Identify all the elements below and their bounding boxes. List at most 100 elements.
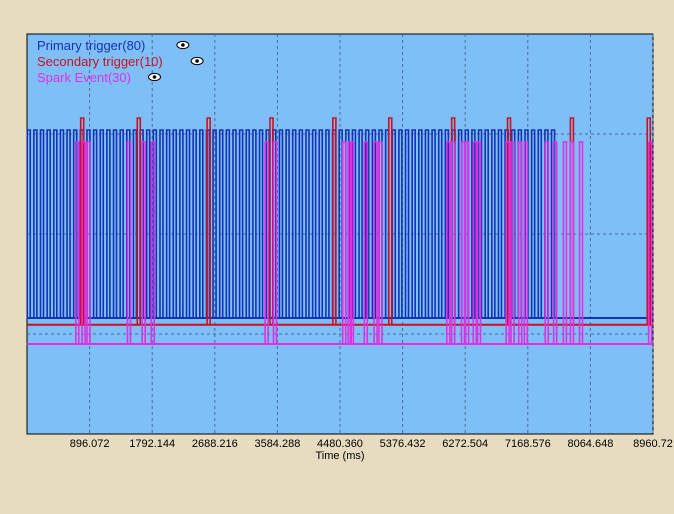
series-0-pulse xyxy=(185,129,191,318)
series-0-pulse xyxy=(404,129,410,318)
series-0-pulse xyxy=(165,129,171,318)
series-0-pulse xyxy=(72,129,78,318)
series-0-pulse xyxy=(225,129,231,318)
x-tick-label: 7168.576 xyxy=(505,438,551,450)
series-0-pulse xyxy=(444,129,450,318)
series-0-pulse xyxy=(245,129,251,318)
series-2-pulse xyxy=(505,141,510,344)
series-2-pulse xyxy=(81,141,86,344)
series-0-pulse xyxy=(212,129,217,318)
series-0-pulse xyxy=(285,129,290,318)
series-2-pulse xyxy=(272,141,278,344)
series-0-pulse xyxy=(238,129,244,318)
series-0-pulse xyxy=(46,129,51,318)
series-0-pulse xyxy=(351,129,357,318)
series-0-pulse xyxy=(112,129,118,318)
series-2-pulse xyxy=(74,141,80,344)
series-2-pulse xyxy=(552,141,558,344)
series-0-pulse xyxy=(33,129,38,318)
series-2-pulse xyxy=(264,141,269,344)
grid-layer xyxy=(27,34,654,434)
x-tick-label: 1792.144 xyxy=(129,438,175,450)
series-2-pulse xyxy=(464,141,470,344)
series-0-pulse xyxy=(325,129,330,318)
series-0-pulse xyxy=(318,129,324,318)
x-tick-label: 3584.288 xyxy=(254,438,300,450)
series-1-pulse xyxy=(79,117,85,325)
series-0-pulse xyxy=(371,129,377,318)
x-tick-label: 896.072 xyxy=(70,438,110,450)
series-1-pulse xyxy=(646,117,652,325)
series-2-pulse xyxy=(445,141,451,344)
series-0-pulse xyxy=(311,129,317,318)
series-2-pulse xyxy=(578,141,584,344)
series-0-pulse xyxy=(172,129,178,318)
x-tick-label: 8064.648 xyxy=(567,438,613,450)
series-0-pulse xyxy=(106,129,111,318)
x-tick-label: 4480.360 xyxy=(317,438,363,450)
series-2-pulse xyxy=(562,141,568,344)
series-2-pulse xyxy=(472,141,478,344)
series-2-pulse xyxy=(373,141,378,344)
series-0-pulse xyxy=(491,129,496,318)
series-0-pulse xyxy=(398,129,403,318)
series-2-pulse xyxy=(647,141,653,344)
series-0-pulse xyxy=(159,129,164,318)
series-0-pulse xyxy=(471,129,476,318)
series-0-pulse xyxy=(99,129,105,318)
series-0-pulse xyxy=(537,129,543,318)
x-tick-label: 6272.504 xyxy=(442,438,488,450)
legend-entry: Secondary trigger(10) xyxy=(37,54,163,69)
x-axis-title: Time (ms) xyxy=(315,450,364,462)
series-0-pulse xyxy=(424,129,430,318)
series-0-pulse xyxy=(152,129,158,318)
legend[interactable]: Primary trigger(80)Secondary trigger(10)… xyxy=(37,38,204,85)
series-0-pulse xyxy=(192,129,197,318)
series-0-pulse xyxy=(530,129,536,318)
x-tick-labels: 896.072 1792.144 2688.216 3584.288 4480.360 5… xyxy=(70,438,673,450)
legend-entry: Spark Event(30) xyxy=(37,70,131,85)
series-2-pulse xyxy=(476,141,482,344)
series-1-pulse xyxy=(332,117,337,325)
series-2-pulse xyxy=(517,141,523,344)
series-0-pulse xyxy=(497,129,503,318)
x-tick-label: 8960.72 xyxy=(633,438,673,450)
series-1-pulse xyxy=(387,117,393,325)
series-0-pulse xyxy=(218,129,224,318)
series-layer xyxy=(26,117,653,345)
series-0-pulse xyxy=(265,129,270,318)
series-0-pulse xyxy=(278,129,284,318)
series-0-pulse xyxy=(258,129,264,318)
x-tick-label: 2688.216 xyxy=(192,438,238,450)
series-0-pulse xyxy=(550,129,556,318)
series-0-pulse xyxy=(291,129,297,318)
series-0-pulse xyxy=(364,129,370,318)
series-0-pulse xyxy=(298,129,304,318)
series-2-pulse xyxy=(569,141,575,344)
series-0-pulse xyxy=(52,129,58,318)
series-2-pulse xyxy=(378,141,383,344)
series-2-pulse xyxy=(349,141,355,344)
series-0-pulse xyxy=(39,129,45,318)
series-2-pulse xyxy=(523,141,529,344)
series-0-pulse xyxy=(92,129,98,318)
series-0-pulse xyxy=(252,129,257,318)
series-0-pulse xyxy=(358,129,363,318)
series-0-pulse xyxy=(411,129,416,318)
eye-pupil xyxy=(152,75,157,79)
series-0-pulse xyxy=(484,129,489,318)
series-0-pulse xyxy=(145,129,151,318)
series-0-pulse xyxy=(431,129,436,318)
series-0-pulse xyxy=(418,129,423,318)
series-0-pulse xyxy=(305,129,310,318)
series-0-pulse xyxy=(119,129,124,318)
series-1-pulse xyxy=(206,117,211,325)
series-2-pulse xyxy=(510,141,515,344)
series-0-pulse xyxy=(132,129,138,318)
series-0-pulse xyxy=(232,129,237,318)
series-2-pulse xyxy=(363,141,369,344)
series-1-pulse xyxy=(136,117,142,325)
series-0-pulse xyxy=(26,129,32,318)
